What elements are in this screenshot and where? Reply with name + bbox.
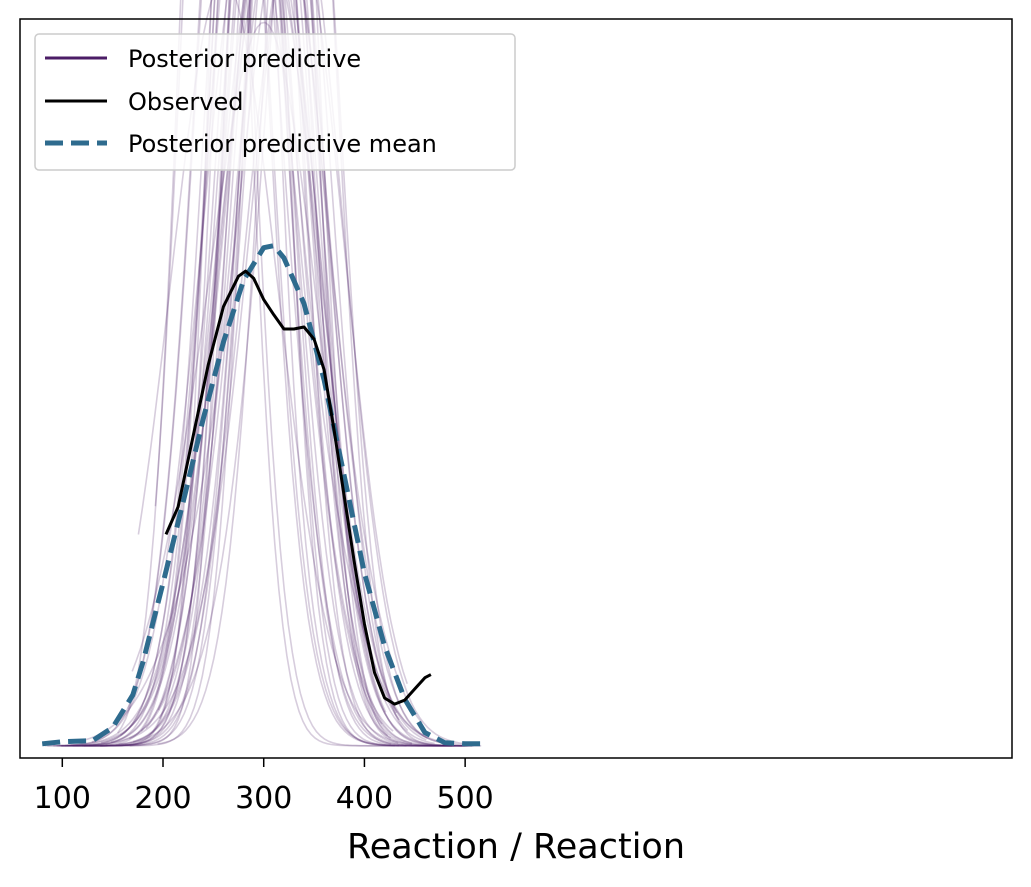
x-tick-label: 100 (34, 781, 91, 816)
posterior-predictive-curve (100, 0, 399, 747)
posterior-predictive-curve (100, 0, 407, 747)
x-axis: 100 200 300 400 500 (34, 758, 494, 816)
posterior-predictive-curve (131, 21, 387, 702)
x-tick-label: 300 (235, 781, 292, 816)
posterior-predictive-curve (61, 0, 469, 747)
posterior-predictive-curve (89, 0, 428, 747)
x-tick-label: 400 (336, 781, 393, 816)
x-tick-label: 500 (437, 781, 494, 816)
posterior-predictive-curve (129, 0, 389, 747)
posterior-predictive-curve (100, 0, 448, 747)
posterior-predictive-curve (72, 0, 395, 747)
posterior-predictive-curves (44, 0, 482, 747)
legend-box (34, 33, 516, 171)
posterior-predictive-curve (127, 0, 455, 747)
legend-label-posterior-predictive-mean: Posterior predictive mean (128, 130, 437, 158)
posterior-predictive-curve (76, 0, 468, 747)
posterior-predictive-curve (69, 0, 473, 747)
posterior-predictive-mean-curve (41, 243, 486, 747)
posterior-predictive-curve (70, 0, 466, 746)
posterior-predictive-curve (157, 0, 456, 747)
posterior-predictive-curve (83, 0, 427, 747)
plot-frame (19, 18, 1013, 759)
posterior-predictive-curve (154, 0, 466, 747)
x-tick-label: 200 (134, 781, 191, 816)
posterior-predictive-curve (157, 0, 413, 745)
posterior-predictive-curve (158, 0, 450, 747)
posterior-predictive-curve (110, 0, 394, 743)
posterior-predictive-curve (67, 0, 463, 747)
posterior-predictive-curve (145, 0, 413, 744)
x-axis-label: Reaction / Reaction (347, 827, 685, 867)
legend-label-posterior-predictive: Posterior predictive (128, 45, 361, 73)
observed-line (164, 269, 432, 706)
legend: Posterior predictive Observed Posterior … (34, 33, 516, 171)
legend-label-observed: Observed (128, 88, 243, 116)
observed-curve (164, 269, 432, 706)
posterior-predictive-curve (115, 0, 387, 746)
posterior-predictive-curve (91, 0, 383, 743)
posterior-predictive-curve (132, 0, 408, 743)
posterior-predictive-curve (118, 0, 482, 747)
posterior-predictive-curve (53, 0, 453, 747)
posterior-predictive-curve (82, 0, 398, 747)
posterior-predictive-mean-line (41, 243, 486, 747)
posterior-predictive-curve (69, 0, 409, 744)
posterior-predictive-curve (129, 0, 468, 745)
posterior-predictive-curve (140, 0, 400, 747)
posterior-predictive-curve (105, 0, 453, 747)
